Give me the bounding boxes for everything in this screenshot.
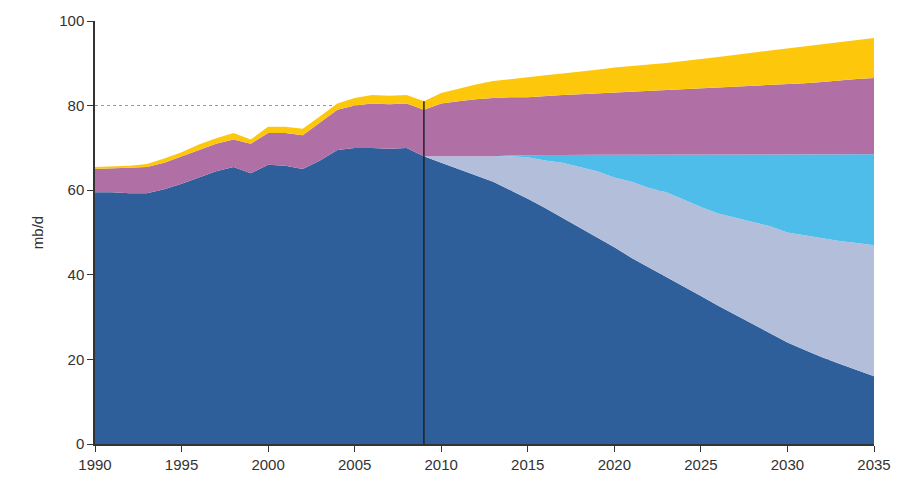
svg-text:100: 100 [59, 12, 84, 29]
svg-text:1995: 1995 [165, 456, 198, 473]
svg-text:0: 0 [76, 435, 84, 452]
svg-text:80: 80 [68, 97, 85, 114]
svg-text:2010: 2010 [425, 456, 458, 473]
svg-text:40: 40 [68, 266, 85, 283]
svg-text:2000: 2000 [251, 456, 284, 473]
svg-text:2005: 2005 [338, 456, 371, 473]
svg-text:1990: 1990 [78, 456, 111, 473]
svg-text:2025: 2025 [684, 456, 717, 473]
svg-text:2035: 2035 [857, 456, 890, 473]
svg-text:2020: 2020 [598, 456, 631, 473]
svg-text:20: 20 [68, 351, 85, 368]
svg-text:2030: 2030 [771, 456, 804, 473]
svg-text:2015: 2015 [511, 456, 544, 473]
svg-text:mb/d: mb/d [29, 216, 46, 249]
svg-text:60: 60 [68, 181, 85, 198]
